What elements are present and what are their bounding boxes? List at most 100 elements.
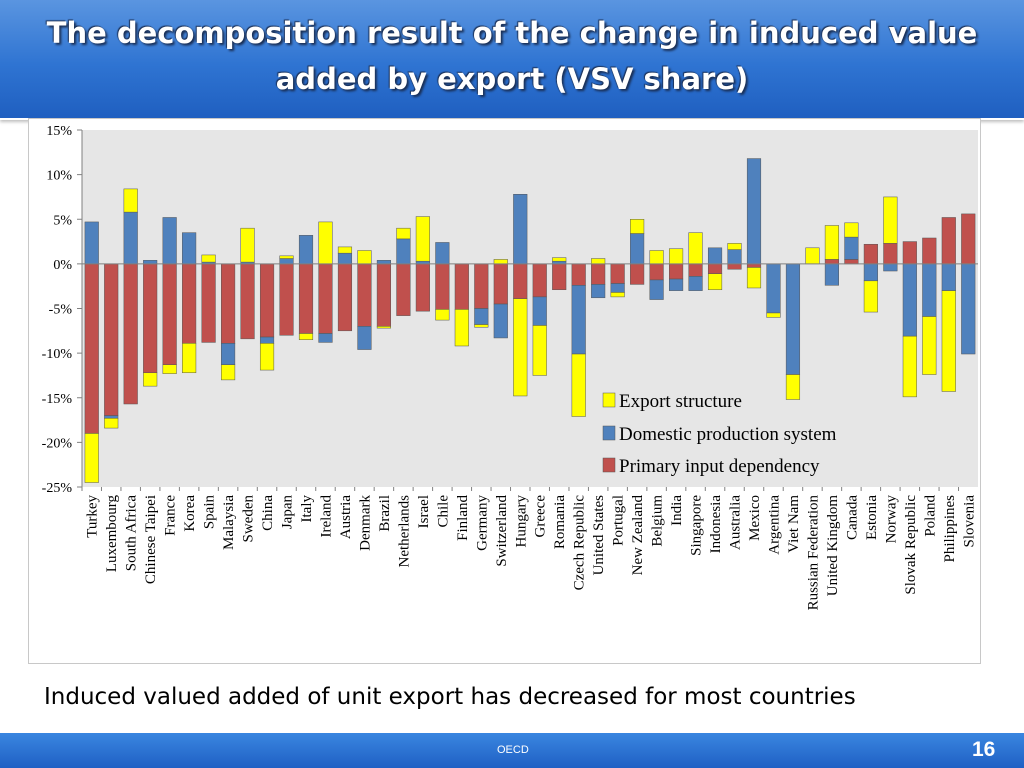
bar-export-structure [746, 267, 762, 289]
bar-primary-input-dependency [298, 263, 314, 334]
bar-export-structure [552, 257, 567, 262]
bar-domestic-production-system [727, 249, 742, 265]
x-category-label: Ireland [318, 495, 334, 538]
bar-export-structure [259, 343, 275, 371]
bar-domestic-production-system [863, 263, 878, 282]
bar-primary-input-dependency [727, 263, 742, 270]
bar-domestic-production-system [688, 276, 703, 291]
x-category-label: Israel [416, 495, 432, 528]
bar-export-structure [221, 364, 236, 381]
bar-primary-input-dependency [221, 263, 236, 344]
x-category-label: Finland [455, 495, 471, 541]
bar-primary-input-dependency [415, 263, 430, 312]
x-category-label: Philippines [942, 495, 958, 563]
bar-export-structure [941, 290, 956, 392]
bar-export-structure [707, 273, 723, 291]
x-category-label: Romania [552, 495, 568, 549]
x-category-label: Slovak Republic [903, 495, 919, 595]
bar-export-structure [240, 227, 255, 263]
bar-domestic-production-system [396, 238, 411, 265]
bar-export-structure [883, 196, 898, 244]
bar-export-structure [785, 374, 801, 400]
x-category-label: Netherlands [396, 495, 412, 568]
page-number: 16 [972, 738, 996, 761]
y-tick-label: -15% [42, 392, 73, 407]
y-tick-label: 5% [53, 213, 72, 228]
bar-export-structure [902, 335, 917, 398]
x-category-label: Slovenia [961, 495, 977, 548]
bar-export-structure [454, 309, 469, 347]
x-category-label: South Africa [124, 495, 140, 572]
x-category-label: Luxembourg [104, 495, 120, 573]
legend-label: Domestic production system [619, 424, 837, 445]
bar-domestic-production-system [785, 263, 801, 375]
bar-primary-input-dependency [610, 263, 625, 284]
bar-domestic-production-system [318, 333, 333, 343]
bar-export-structure [922, 316, 937, 375]
bar-primary-input-dependency [922, 237, 937, 265]
bar-primary-input-dependency [201, 263, 216, 343]
bar-domestic-production-system [123, 211, 138, 265]
x-category-label: United Kingdom [825, 495, 841, 597]
legend-swatch [602, 425, 616, 441]
bar-export-structure [279, 255, 294, 259]
x-category-label: Switzerland [494, 495, 510, 567]
bar-domestic-production-system [591, 284, 606, 299]
bar-primary-input-dependency [182, 263, 197, 344]
y-tick-label: -10% [42, 347, 73, 362]
bar-domestic-production-system [221, 343, 236, 365]
bar-domestic-production-system [513, 194, 528, 265]
y-tick-label: -5% [49, 303, 73, 318]
bar-domestic-production-system [766, 263, 781, 314]
legend-swatch [602, 457, 616, 473]
bar-primary-input-dependency [552, 263, 567, 291]
bar-primary-input-dependency [863, 243, 878, 265]
x-category-label: Canada [844, 495, 860, 540]
bar-domestic-production-system [746, 158, 762, 265]
bar-primary-input-dependency [435, 263, 450, 310]
bar-export-structure [396, 227, 411, 240]
bar-primary-input-dependency [337, 263, 353, 332]
x-category-label: India [669, 495, 685, 526]
bar-primary-input-dependency [669, 263, 684, 280]
bar-primary-input-dependency [318, 263, 333, 334]
bar-domestic-production-system [902, 263, 917, 337]
x-category-label: New Zealand [630, 495, 646, 576]
slide-caption: Induced valued added of unit export has … [44, 684, 856, 710]
bar-export-structure [591, 258, 606, 265]
bar-domestic-production-system [474, 308, 489, 325]
bar-export-structure [357, 250, 372, 265]
bar-primary-input-dependency [844, 259, 859, 265]
x-category-label: Singapore [689, 495, 705, 556]
bar-domestic-production-system [259, 336, 275, 344]
bar-domestic-production-system [961, 263, 976, 355]
x-category-label: Italy [299, 495, 315, 523]
bar-primary-input-dependency [474, 263, 489, 309]
bar-export-structure [415, 216, 430, 262]
bar-domestic-production-system [376, 260, 391, 265]
bar-domestic-production-system [630, 233, 645, 265]
bar-export-structure [669, 248, 684, 265]
y-tick-label: 10% [46, 169, 72, 184]
x-category-label: Malaysia [221, 495, 237, 550]
x-category-label: Spain [202, 495, 218, 530]
bar-export-structure [474, 324, 489, 328]
bar-domestic-production-system [182, 232, 197, 265]
bar-export-structure [513, 298, 528, 397]
footer-label: OECD [497, 744, 529, 756]
bar-domestic-production-system [104, 415, 119, 419]
x-category-label: Greece [533, 495, 549, 538]
bar-export-structure [143, 372, 158, 387]
bar-primary-input-dependency [513, 263, 528, 299]
x-category-label: Germany [474, 495, 490, 551]
bar-primary-input-dependency [961, 213, 976, 265]
bar-export-structure [493, 259, 508, 265]
bar-primary-input-dependency [357, 263, 372, 327]
x-category-label: Indonesia [708, 495, 724, 554]
x-category-label: Denmark [357, 495, 373, 551]
y-tick-label: 0% [53, 258, 72, 273]
slide-title-line-1: The decomposition result of the change i… [46, 16, 978, 50]
bar-export-structure [824, 225, 839, 260]
legend-label: Export structure [619, 391, 742, 412]
